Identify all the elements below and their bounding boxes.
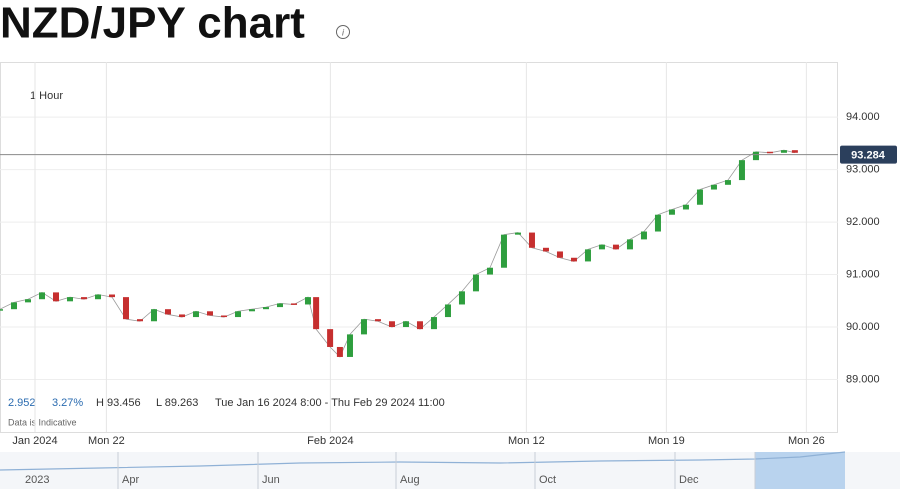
candle <box>791 150 798 153</box>
y-tick-label: 93.000 <box>846 163 880 175</box>
candle <box>38 292 45 300</box>
x-tick-label: Jan 2024 <box>12 435 57 447</box>
candle <box>766 151 773 154</box>
high: H 93.456 <box>96 397 141 409</box>
candle <box>94 294 101 300</box>
candle <box>66 297 73 302</box>
candle <box>122 297 129 320</box>
navigator-label: 2023 <box>25 474 49 486</box>
y-tick-label: 91.000 <box>846 268 880 280</box>
low: L 89.263 <box>156 397 198 409</box>
candle <box>304 297 311 305</box>
x-tick-label: Mon 22 <box>88 435 125 447</box>
candle <box>738 160 745 181</box>
candle <box>24 299 31 303</box>
plot-frame <box>0 62 838 433</box>
candle <box>206 311 213 316</box>
x-tick-label: Feb 2024 <box>307 435 353 447</box>
y-tick-label: 92.000 <box>846 216 880 228</box>
candle <box>192 311 199 318</box>
candle <box>500 234 507 268</box>
candle <box>52 292 59 302</box>
candle <box>486 267 493 275</box>
x-tick-label: Mon 19 <box>648 435 685 447</box>
candle <box>220 315 227 318</box>
change-pct: 3.27% <box>52 397 83 409</box>
candle <box>654 214 661 232</box>
candle <box>164 309 171 315</box>
data-note: Data is Indicative <box>8 417 77 427</box>
change: 2.952 <box>8 397 36 409</box>
navigator-line <box>0 451 846 471</box>
candle <box>724 180 731 185</box>
price-line <box>0 149 795 358</box>
candle <box>626 239 633 250</box>
candle <box>136 319 143 322</box>
navigator[interactable]: 2023 Apr Jun Aug Oct Dec <box>0 451 900 489</box>
interval-label[interactable]: 1 Hour <box>30 90 63 102</box>
candle <box>710 184 717 190</box>
candle <box>416 321 423 330</box>
candle <box>178 314 185 318</box>
candle <box>10 302 17 310</box>
page-title: NZD/JPY chart <box>0 0 305 48</box>
navigator-label: Apr <box>122 474 139 486</box>
navigator-label: Jun <box>262 474 280 486</box>
candle <box>696 189 703 205</box>
date-range: Tue Jan 16 2024 8:00 - Thu Feb 29 2024 1… <box>215 397 445 409</box>
candle <box>336 346 343 357</box>
info-icon-glyph: i <box>342 27 345 37</box>
candle <box>528 232 535 248</box>
candle <box>584 249 591 262</box>
candle <box>472 274 479 292</box>
candle <box>640 231 647 240</box>
candle <box>570 257 577 262</box>
candle <box>248 309 255 312</box>
candle <box>682 204 689 210</box>
navigator-label: Aug <box>400 474 420 486</box>
candle <box>276 303 283 308</box>
candle <box>234 311 241 318</box>
candle <box>346 334 353 357</box>
candle <box>0 309 3 311</box>
candle <box>556 251 563 258</box>
candle <box>598 244 605 250</box>
candle <box>542 247 549 252</box>
candle <box>374 319 381 322</box>
candle <box>668 209 675 215</box>
navigator-bg <box>0 452 900 489</box>
candle <box>290 303 297 305</box>
candle <box>262 307 269 310</box>
candle <box>388 321 395 328</box>
candle <box>327 329 334 347</box>
x-tick-label: Mon 26 <box>788 435 825 447</box>
info-icon[interactable] <box>336 25 350 39</box>
candle <box>360 319 367 335</box>
x-tick-label: Mon 12 <box>508 435 545 447</box>
candle <box>612 244 619 250</box>
y-tick-label: 89.000 <box>846 373 880 385</box>
navigator-label: Oct <box>539 474 556 486</box>
candle <box>458 291 465 305</box>
candle <box>108 294 115 298</box>
candle <box>150 309 157 322</box>
candle <box>402 321 409 328</box>
candle <box>752 151 759 161</box>
candle <box>514 232 521 235</box>
candle <box>780 150 787 153</box>
candle <box>444 304 451 318</box>
candle <box>430 317 437 330</box>
candle <box>80 297 87 300</box>
y-tick-label: 94.000 <box>846 111 880 123</box>
current-price-badge <box>840 145 897 164</box>
current-price-label: 93.284 <box>851 150 886 162</box>
navigator-label: Dec <box>679 474 699 486</box>
candle <box>313 297 320 330</box>
y-tick-label: 90.000 <box>846 321 880 333</box>
